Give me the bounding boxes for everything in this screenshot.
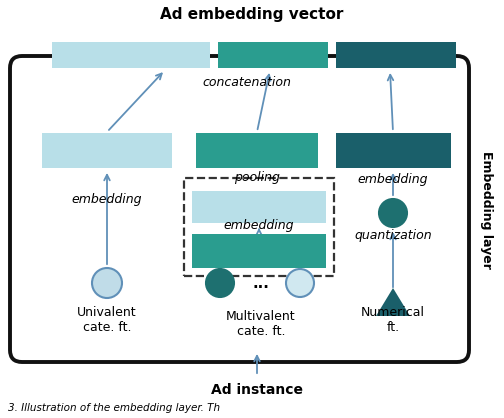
Text: 3. Illustration of the embedding layer. Th: 3. Illustration of the embedding layer. … — [8, 403, 220, 413]
Text: Ad instance: Ad instance — [211, 383, 303, 397]
Bar — [184, 178, 334, 276]
Text: ...: ... — [253, 276, 270, 291]
Text: concatenation: concatenation — [203, 76, 291, 89]
FancyBboxPatch shape — [10, 56, 469, 362]
Bar — [52, 42, 210, 68]
Text: Univalent
cate. ft.: Univalent cate. ft. — [77, 306, 137, 334]
Bar — [336, 133, 451, 168]
Text: embedding: embedding — [72, 194, 142, 206]
Bar — [336, 42, 456, 68]
Bar — [192, 191, 326, 223]
Bar — [196, 133, 318, 168]
Text: embedding: embedding — [358, 173, 428, 186]
Circle shape — [286, 269, 314, 297]
Circle shape — [92, 268, 122, 298]
Text: Numerical
ft.: Numerical ft. — [361, 306, 425, 334]
Bar — [192, 234, 326, 268]
Text: pooling: pooling — [234, 171, 280, 184]
Bar — [42, 133, 172, 168]
Polygon shape — [376, 288, 410, 316]
Circle shape — [379, 199, 407, 227]
Circle shape — [206, 269, 234, 297]
Text: quantization: quantization — [354, 229, 432, 242]
Text: Embedding layer: Embedding layer — [480, 151, 493, 269]
Text: Ad embedding vector: Ad embedding vector — [160, 7, 344, 22]
Bar — [218, 42, 328, 68]
Text: embedding: embedding — [224, 219, 294, 232]
Text: Multivalent
cate. ft.: Multivalent cate. ft. — [226, 310, 296, 338]
